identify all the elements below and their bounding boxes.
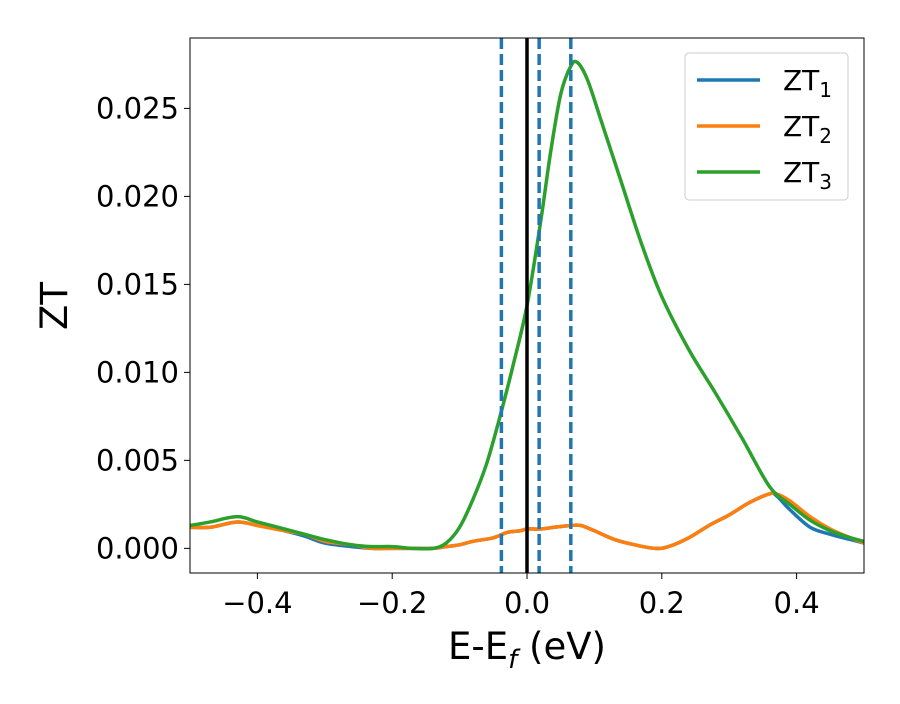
- series-line-3: [190, 59, 864, 551]
- x-tick-label: −0.4: [222, 586, 292, 620]
- x-tick-label: −0.2: [357, 586, 427, 620]
- legend-box: [684, 52, 849, 201]
- x-tick-label: 0.0: [504, 586, 550, 620]
- y-tick-label: 0.000: [96, 531, 179, 565]
- x-tick-label: 0.2: [639, 586, 685, 620]
- y-tick-label: 0.005: [96, 443, 179, 477]
- y-tick-label: 0.010: [96, 355, 179, 389]
- y-tick-label: 0.015: [96, 267, 179, 301]
- y-axis-label: ZT: [33, 282, 76, 330]
- x-axis-label: E-Ef (eV): [448, 625, 606, 675]
- legend: ZT1 ZT2 ZT3: [684, 52, 849, 201]
- y-tick-label: 0.025: [96, 91, 179, 125]
- y-tick-label: 0.020: [96, 179, 179, 213]
- legend-label-2: ZT2: [783, 110, 832, 148]
- axes: −0.4 −0.2 0.0 0.2 0.4 0.000 0.005 0.010 0.015 0.0…: [96, 91, 820, 620]
- legend-label-1: ZT1: [783, 64, 832, 102]
- legend-label-3: ZT3: [783, 156, 832, 194]
- plot-lines: [190, 38, 864, 573]
- x-tick-label: 0.4: [774, 586, 820, 620]
